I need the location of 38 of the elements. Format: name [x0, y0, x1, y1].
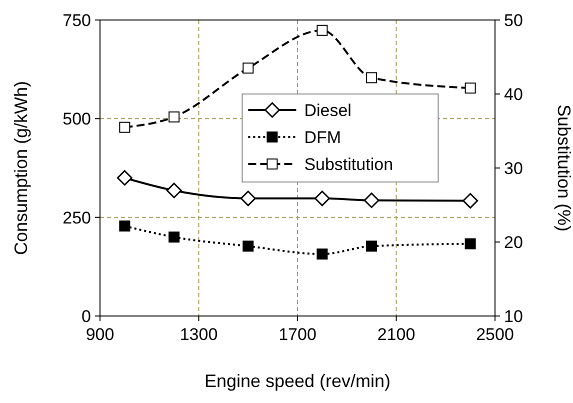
point — [119, 220, 130, 232]
y2-tick-label: 40 — [504, 85, 523, 104]
y-axis-title: Consumption (g/kWh) — [11, 80, 31, 256]
y-tick-label: 250 — [62, 208, 91, 228]
y2-tick-label: 50 — [504, 11, 523, 30]
point — [168, 232, 180, 243]
point — [314, 190, 330, 206]
point — [366, 240, 378, 252]
point — [166, 182, 182, 198]
point — [242, 62, 254, 74]
x-tick-label: 2100 — [377, 325, 416, 344]
x-axis-title: Engine speed (rev/min) — [204, 371, 391, 391]
y-tick-label: 500 — [62, 110, 91, 129]
y2-tick-label: 20 — [504, 233, 523, 252]
point — [462, 193, 478, 209]
point — [168, 111, 180, 122]
point — [240, 190, 256, 206]
point — [464, 82, 476, 94]
y-tick-label: 0 — [82, 307, 91, 326]
x-tick-label: 1700 — [278, 325, 316, 344]
x-tick-label: 1300 — [180, 325, 218, 344]
point — [242, 240, 254, 252]
point — [464, 238, 476, 250]
point — [116, 170, 132, 186]
x-tick-label: 2500 — [476, 325, 514, 344]
legend-label: Diesel — [304, 101, 352, 120]
point — [316, 248, 328, 260]
point — [316, 24, 328, 36]
y2-axis-title: Substitution (%) — [554, 104, 573, 232]
y2-tick-label: 30 — [504, 159, 523, 178]
point — [364, 192, 380, 208]
legend-label: Substitution — [304, 155, 394, 174]
y-tick-label: 750 — [62, 11, 91, 30]
point — [366, 72, 378, 84]
x-tick-label: 900 — [86, 325, 114, 344]
y2-tick-label: 10 — [504, 307, 523, 326]
point — [119, 122, 130, 133]
legend-label: DFM — [304, 128, 342, 147]
